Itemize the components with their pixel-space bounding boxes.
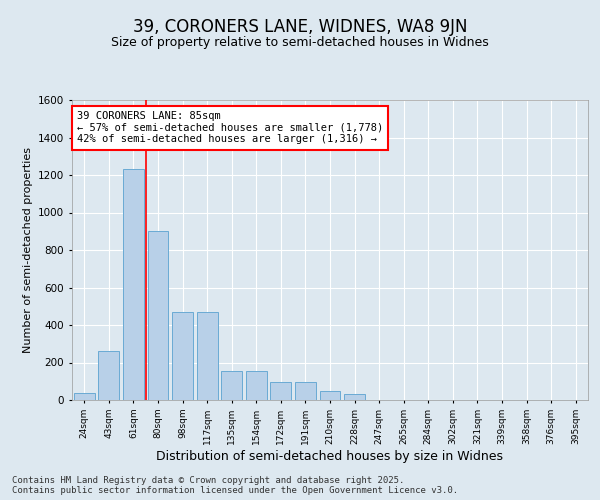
Bar	[148, 231, 169, 400]
Text: 39, CORONERS LANE, WIDNES, WA8 9JN: 39, CORONERS LANE, WIDNES, WA8 9JN	[133, 18, 467, 36]
Text: Contains HM Land Registry data © Crown copyright and database right 2025.
Contai: Contains HM Land Registry data © Crown c…	[12, 476, 458, 495]
Y-axis label: Number of semi-detached properties: Number of semi-detached properties	[23, 147, 32, 353]
Bar	[197, 312, 218, 400]
Bar	[295, 382, 316, 400]
Bar	[172, 312, 193, 400]
Bar	[123, 170, 144, 400]
Bar	[246, 371, 267, 400]
Bar	[74, 394, 95, 400]
Bar	[271, 382, 292, 400]
Bar	[221, 371, 242, 400]
Bar	[344, 394, 365, 400]
Bar	[320, 390, 340, 400]
Text: Size of property relative to semi-detached houses in Widnes: Size of property relative to semi-detach…	[111, 36, 489, 49]
X-axis label: Distribution of semi-detached houses by size in Widnes: Distribution of semi-detached houses by …	[157, 450, 503, 462]
Bar	[98, 351, 119, 400]
Text: 39 CORONERS LANE: 85sqm
← 57% of semi-detached houses are smaller (1,778)
42% of: 39 CORONERS LANE: 85sqm ← 57% of semi-de…	[77, 112, 383, 144]
